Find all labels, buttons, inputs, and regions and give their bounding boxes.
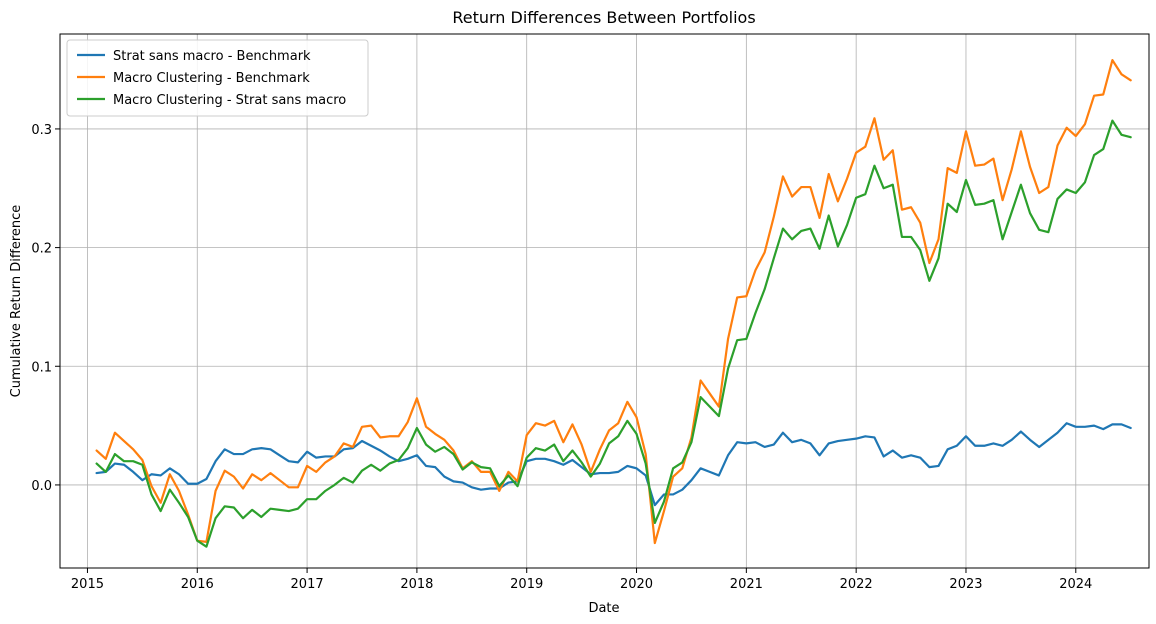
legend: Strat sans macro - Benchmark Macro Cluste… — [66, 39, 369, 117]
x-tick-label: 2019 — [510, 577, 543, 592]
chart-title: Return Differences Between Portfolios — [452, 8, 755, 27]
legend-label: Strat sans macro - Benchmark — [113, 49, 311, 64]
x-tick-label: 2015 — [71, 577, 104, 592]
x-tick-label: 2023 — [949, 577, 982, 592]
series-line-1 — [95, 422, 1132, 507]
x-tick-label: 2016 — [181, 577, 214, 592]
y-axis-label: Cumulative Return Difference — [9, 205, 24, 398]
series-line-2 — [95, 59, 1132, 545]
legend-label: Macro Clustering - Strat sans macro — [113, 93, 346, 108]
legend-label: Macro Clustering - Benchmark — [113, 71, 310, 86]
x-tick-label: 2020 — [620, 577, 653, 592]
x-tick-label: 2024 — [1059, 577, 1092, 592]
series-layer — [95, 59, 1132, 548]
y-tick-label: 0.2 — [31, 242, 52, 257]
series-line-3 — [95, 119, 1132, 548]
x-tick-label: 2021 — [730, 577, 763, 592]
y-tick-label: 0.1 — [31, 360, 52, 375]
x-axis-label: Date — [588, 601, 619, 616]
y-tick-label: 0.3 — [31, 123, 52, 138]
x-tick-label: 2017 — [291, 577, 324, 592]
x-tick-label: 2018 — [400, 577, 433, 592]
axis-ticks: 2015 2016 2017 2018 2019 2020 2021 2022 2023 2024… — [31, 123, 1092, 592]
grid-lines — [60, 34, 1149, 568]
x-tick-label: 2022 — [840, 577, 873, 592]
plot-frame — [59, 33, 1150, 569]
y-tick-label: 0.0 — [31, 479, 52, 494]
legend-box — [66, 39, 369, 117]
